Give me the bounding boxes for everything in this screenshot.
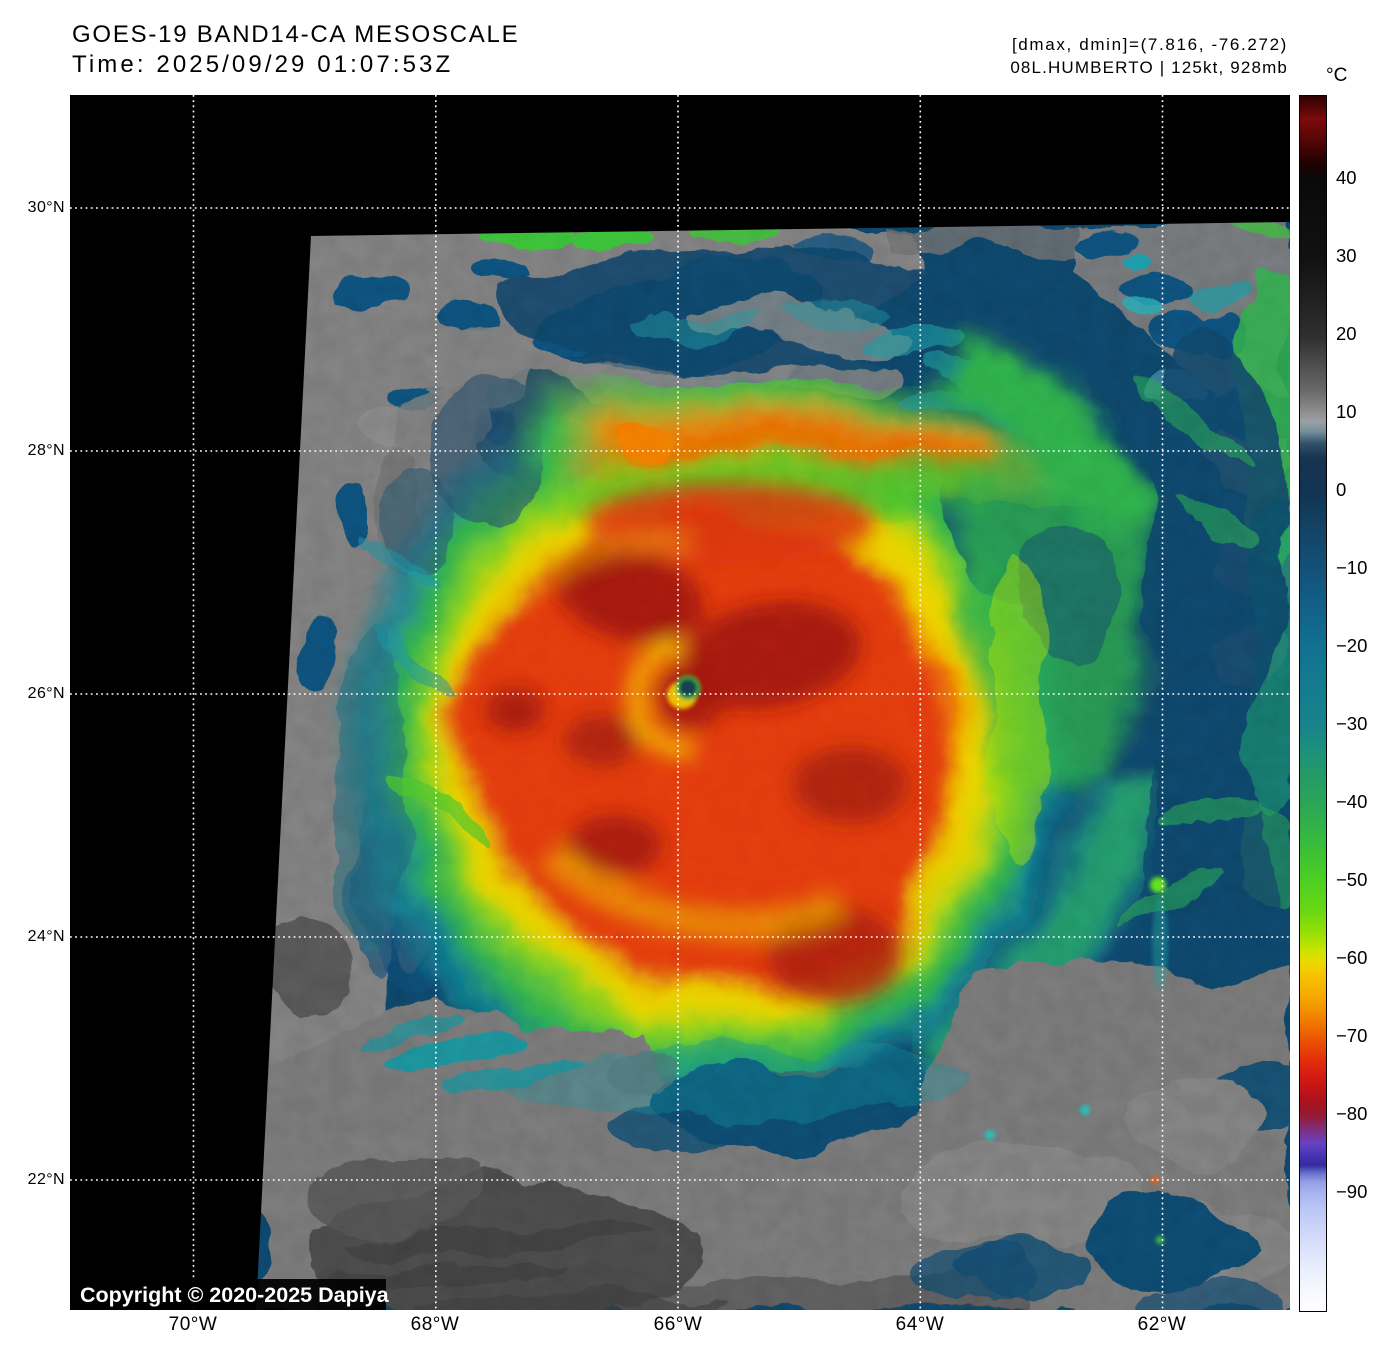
svg-text:Copyright © 2020-2025 Dapiya: Copyright © 2020-2025 Dapiya <box>80 1283 390 1307</box>
